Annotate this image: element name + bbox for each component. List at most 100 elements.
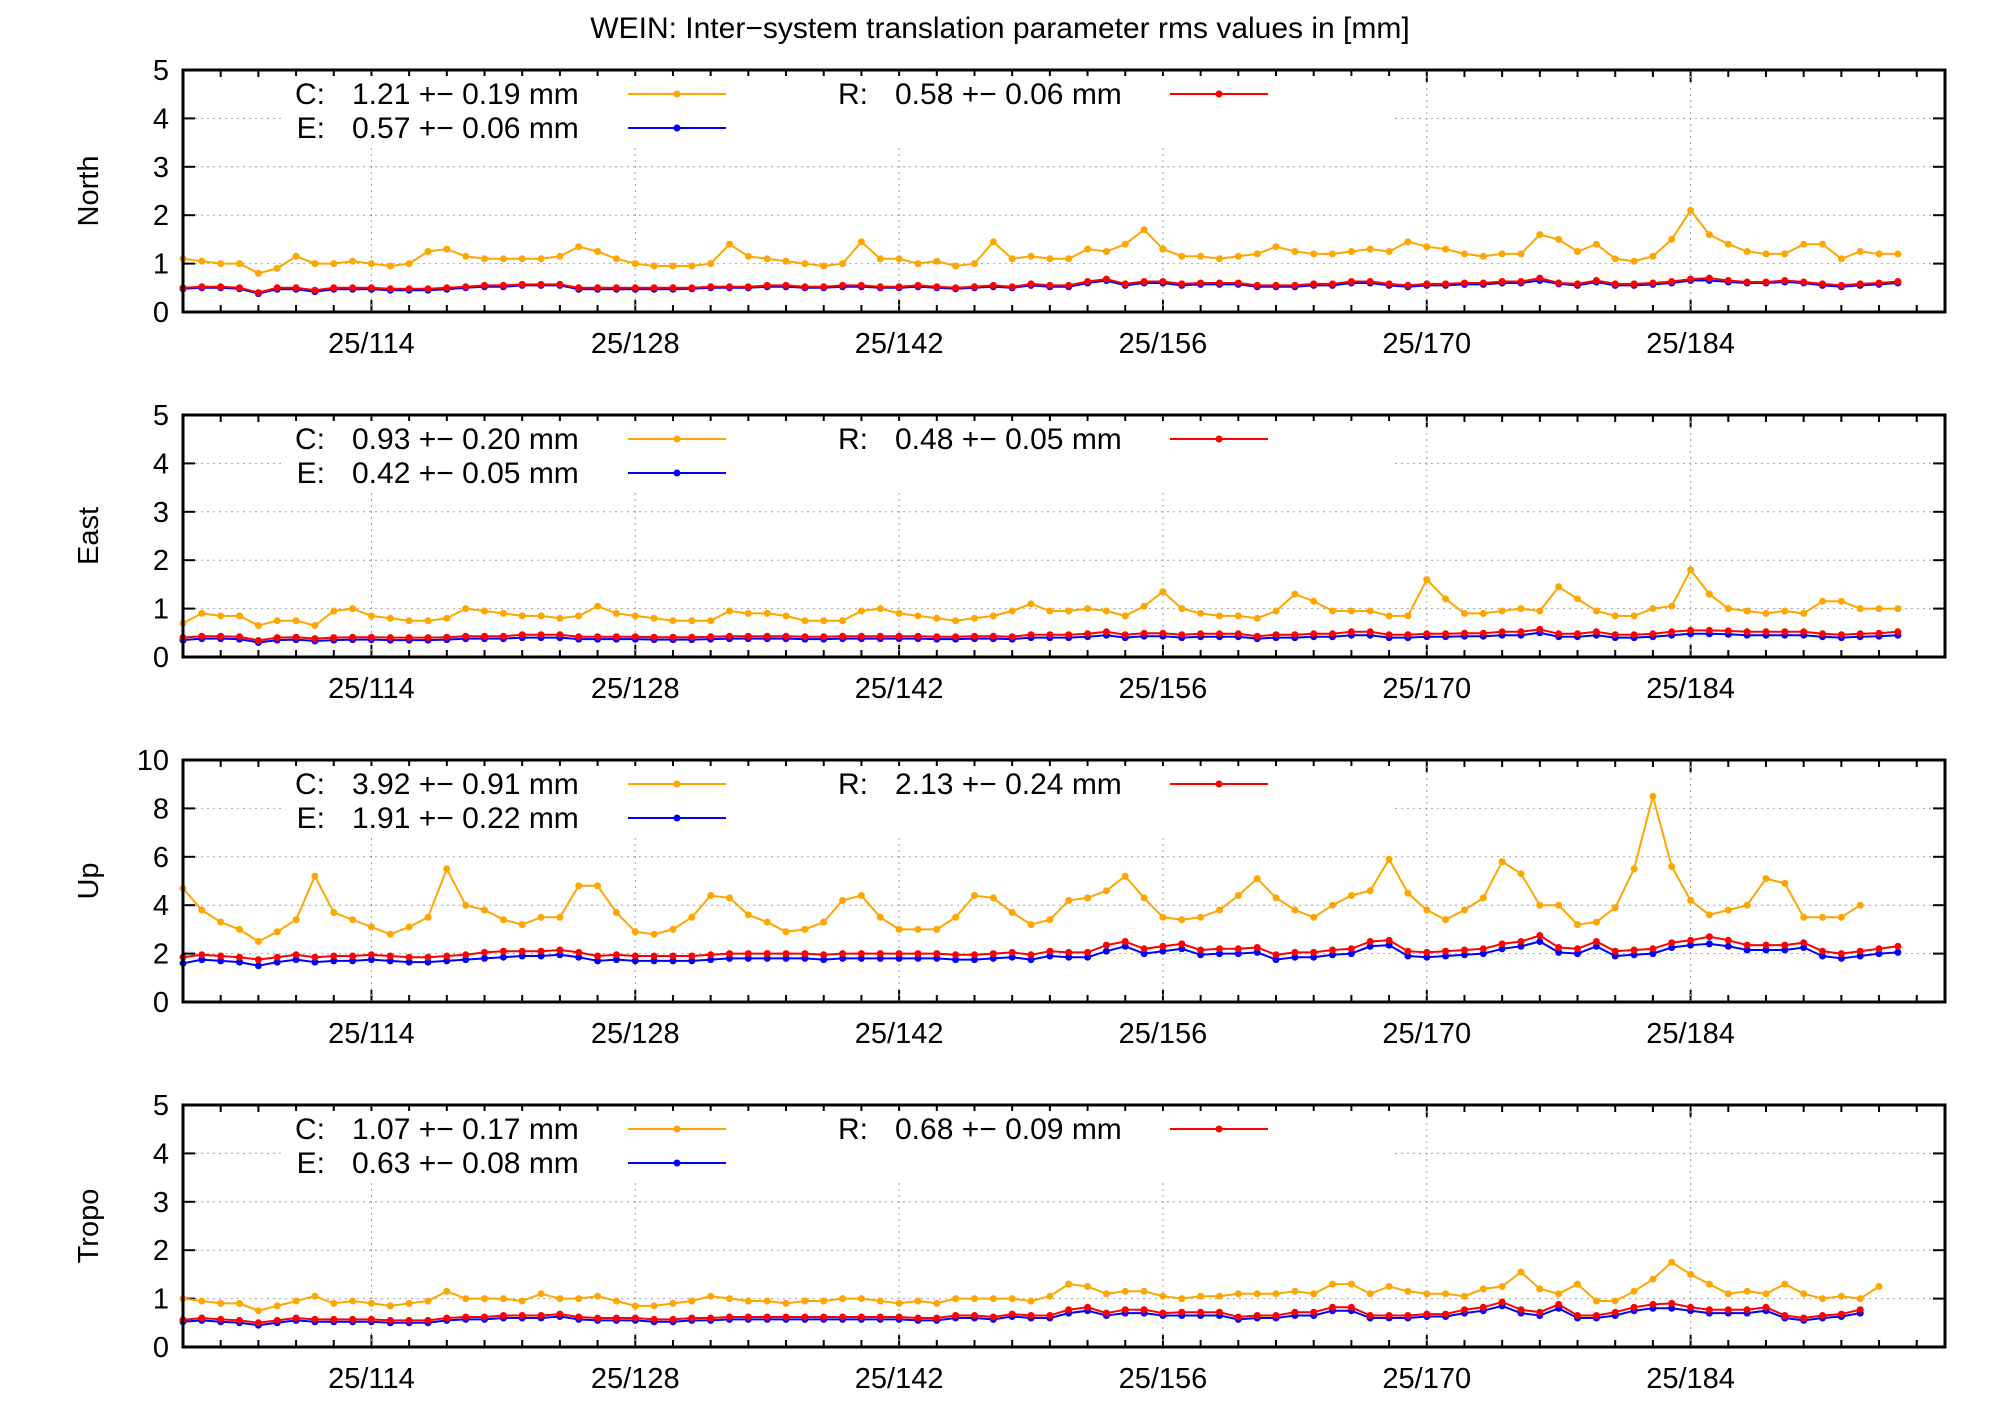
data-point <box>650 952 658 960</box>
x-tick-label: 25/156 <box>1119 673 1208 705</box>
data-point <box>1875 1283 1883 1290</box>
y-tick-label: 6 <box>153 842 169 874</box>
data-point <box>1442 630 1450 638</box>
data-point <box>1894 605 1902 613</box>
data-point <box>1046 916 1054 924</box>
data-point <box>1140 226 1148 234</box>
data-point <box>1121 872 1129 880</box>
data-point <box>971 956 978 964</box>
data-point <box>1894 948 1902 956</box>
data-point <box>1668 863 1676 870</box>
data-point <box>1121 240 1129 248</box>
data-point <box>857 1295 865 1303</box>
data-point <box>914 950 922 958</box>
data-point <box>575 1313 583 1321</box>
data-point <box>1121 631 1129 639</box>
data-point <box>367 612 375 620</box>
data-point <box>1442 280 1450 288</box>
data-point <box>669 1315 677 1323</box>
x-tick-label: 25/156 <box>1119 1363 1208 1395</box>
data-point <box>1800 1314 1808 1322</box>
data-point <box>424 285 432 293</box>
data-point <box>801 617 809 625</box>
data-point <box>1385 936 1393 944</box>
data-point <box>462 1295 470 1303</box>
data-point <box>537 612 545 620</box>
data-point <box>1517 870 1525 878</box>
data-point <box>1291 590 1299 598</box>
data-point <box>895 950 903 958</box>
data-point <box>217 632 225 640</box>
data-point <box>481 948 488 956</box>
data-point <box>556 614 564 622</box>
legend-key-label: C: <box>295 78 325 111</box>
panel-north: 0 1 2 3 4 5 25/114 25/128 25/142 25/156 25/170 25/1… <box>73 55 1947 360</box>
data-point <box>1385 280 1393 288</box>
data-point <box>1743 901 1751 909</box>
data-point <box>1046 1292 1054 1300</box>
data-point <box>386 1302 394 1310</box>
data-point <box>1743 278 1751 286</box>
data-point <box>443 865 451 873</box>
data-point <box>1517 1306 1525 1314</box>
data-point <box>1724 605 1732 613</box>
data-point <box>424 617 432 625</box>
data-point <box>1517 938 1525 945</box>
data-point <box>1008 255 1016 263</box>
data-point <box>1216 906 1223 914</box>
legend-box <box>283 1111 1393 1183</box>
data-point <box>1310 280 1318 288</box>
data-point <box>1611 1297 1619 1305</box>
data-point <box>952 633 960 641</box>
data-point <box>1178 916 1186 924</box>
legend-key-label: R: <box>838 768 868 801</box>
data-point <box>1687 626 1695 634</box>
x-tick-label: 25/170 <box>1382 328 1471 360</box>
data-point <box>1517 250 1525 258</box>
panel-east: 0 1 2 3 4 5 25/114 25/128 25/142 25/156 25/170 25/1… <box>73 400 1947 705</box>
data-point <box>1705 274 1713 282</box>
data-point <box>217 1315 225 1323</box>
legend-box <box>283 421 1393 493</box>
data-point <box>914 260 922 268</box>
data-point <box>707 617 715 625</box>
x-tick-label: 25/114 <box>328 1018 415 1050</box>
data-point <box>1102 1290 1110 1298</box>
data-point <box>1592 1297 1600 1305</box>
data-point <box>1423 948 1431 956</box>
data-point <box>707 1314 715 1322</box>
data-point <box>1423 906 1431 914</box>
data-point <box>1027 951 1035 959</box>
data-point <box>744 1297 752 1305</box>
data-point <box>367 923 375 931</box>
data-point <box>311 1315 319 1323</box>
data-point <box>518 612 526 620</box>
data-point <box>1592 607 1600 615</box>
data-point <box>1517 605 1525 613</box>
data-point <box>1234 279 1242 287</box>
series-R <box>179 625 1902 644</box>
data-point <box>1687 936 1695 944</box>
data-point <box>499 1312 507 1319</box>
data-point <box>1705 940 1713 948</box>
data-point <box>1291 1287 1299 1295</box>
data-point <box>537 1312 545 1319</box>
data-point <box>1611 952 1619 960</box>
data-point <box>1046 1312 1054 1319</box>
data-point <box>386 930 394 938</box>
data-point <box>726 954 733 962</box>
series-line <box>182 934 1899 961</box>
data-point <box>1687 941 1695 949</box>
data-point <box>1461 609 1468 617</box>
data-point <box>1442 947 1450 955</box>
data-point <box>1781 628 1789 636</box>
data-point <box>1102 607 1110 615</box>
y-tick-label: 1 <box>153 594 169 626</box>
data-point <box>1743 248 1751 255</box>
legend-swatch-point <box>1215 780 1223 788</box>
data-point <box>1046 947 1054 955</box>
data-point <box>914 925 922 933</box>
data-point <box>1121 1287 1129 1295</box>
data-point <box>876 255 884 263</box>
y-tick-label: 1 <box>153 1284 169 1316</box>
